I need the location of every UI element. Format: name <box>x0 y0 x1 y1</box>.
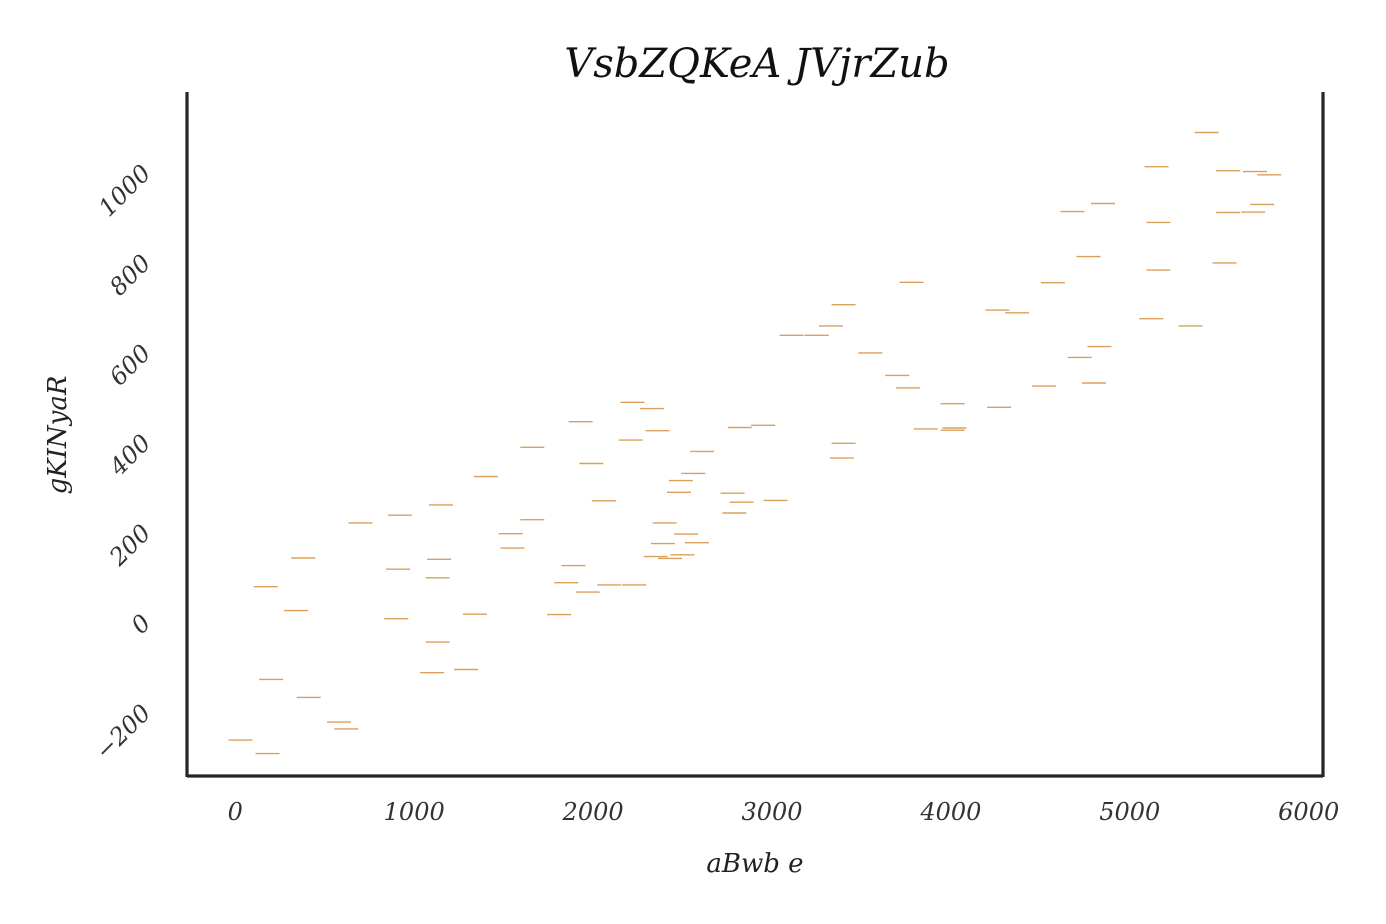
x-tick-label: 6000 <box>1278 798 1339 826</box>
x-tick-label: 4000 <box>919 798 981 826</box>
x-tick-label: 3000 <box>741 798 802 826</box>
y-tick-label: 1000 <box>93 159 156 222</box>
data-points <box>228 131 1282 755</box>
y-axis-label: gKINyaR <box>43 376 73 495</box>
x-tick-label: 0 <box>228 798 243 826</box>
x-tick-label: 1000 <box>384 798 445 826</box>
y-tick-label: 800 <box>104 249 156 301</box>
y-axis-ticks: −200 0 200 400 600 800 1000 <box>90 159 156 765</box>
x-tick-label: 2000 <box>562 798 624 826</box>
y-tick-label: 600 <box>104 339 156 391</box>
x-axis-label: aBwb e <box>706 849 803 879</box>
y-tick-label: −200 <box>90 699 156 765</box>
x-axis-ticks: 0 1000 2000 3000 4000 5000 6000 <box>228 798 1340 826</box>
y-tick-label: 0 <box>126 609 157 640</box>
y-tick-label: 200 <box>103 519 156 572</box>
y-tick-label: 400 <box>103 429 156 482</box>
chart-title: VsbZQKeA JVjrZub <box>564 41 949 87</box>
x-tick-label: 5000 <box>1099 798 1160 826</box>
